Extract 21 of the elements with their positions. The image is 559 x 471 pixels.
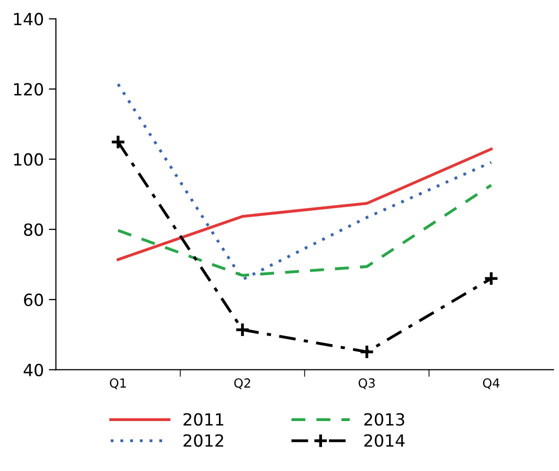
x-tick-label: Q3 [358,378,375,390]
point [110,134,126,150]
y-tick-label: 120 [14,82,43,96]
legend-label: 2012 [184,434,224,447]
x-tick-label: Q2 [234,378,250,390]
y-tick-label: 60 [24,294,43,306]
y-tick-label: 100 [14,153,43,166]
line-series [116,184,493,277]
legend-label: 2011 [184,413,224,426]
point [359,344,374,360]
line-series [116,148,493,261]
x-tick-label: Q1 [110,378,126,390]
legend-label: 2014 [364,434,405,447]
point [234,322,250,338]
y-tick-label: 40 [24,364,43,376]
x-tick-label: Q4 [483,378,500,390]
legend-label: 2013 [364,413,404,426]
point [484,270,499,286]
y-tick-label: 80 [24,223,43,236]
line-series [116,82,493,281]
y-tick-label: 140 [14,12,43,26]
